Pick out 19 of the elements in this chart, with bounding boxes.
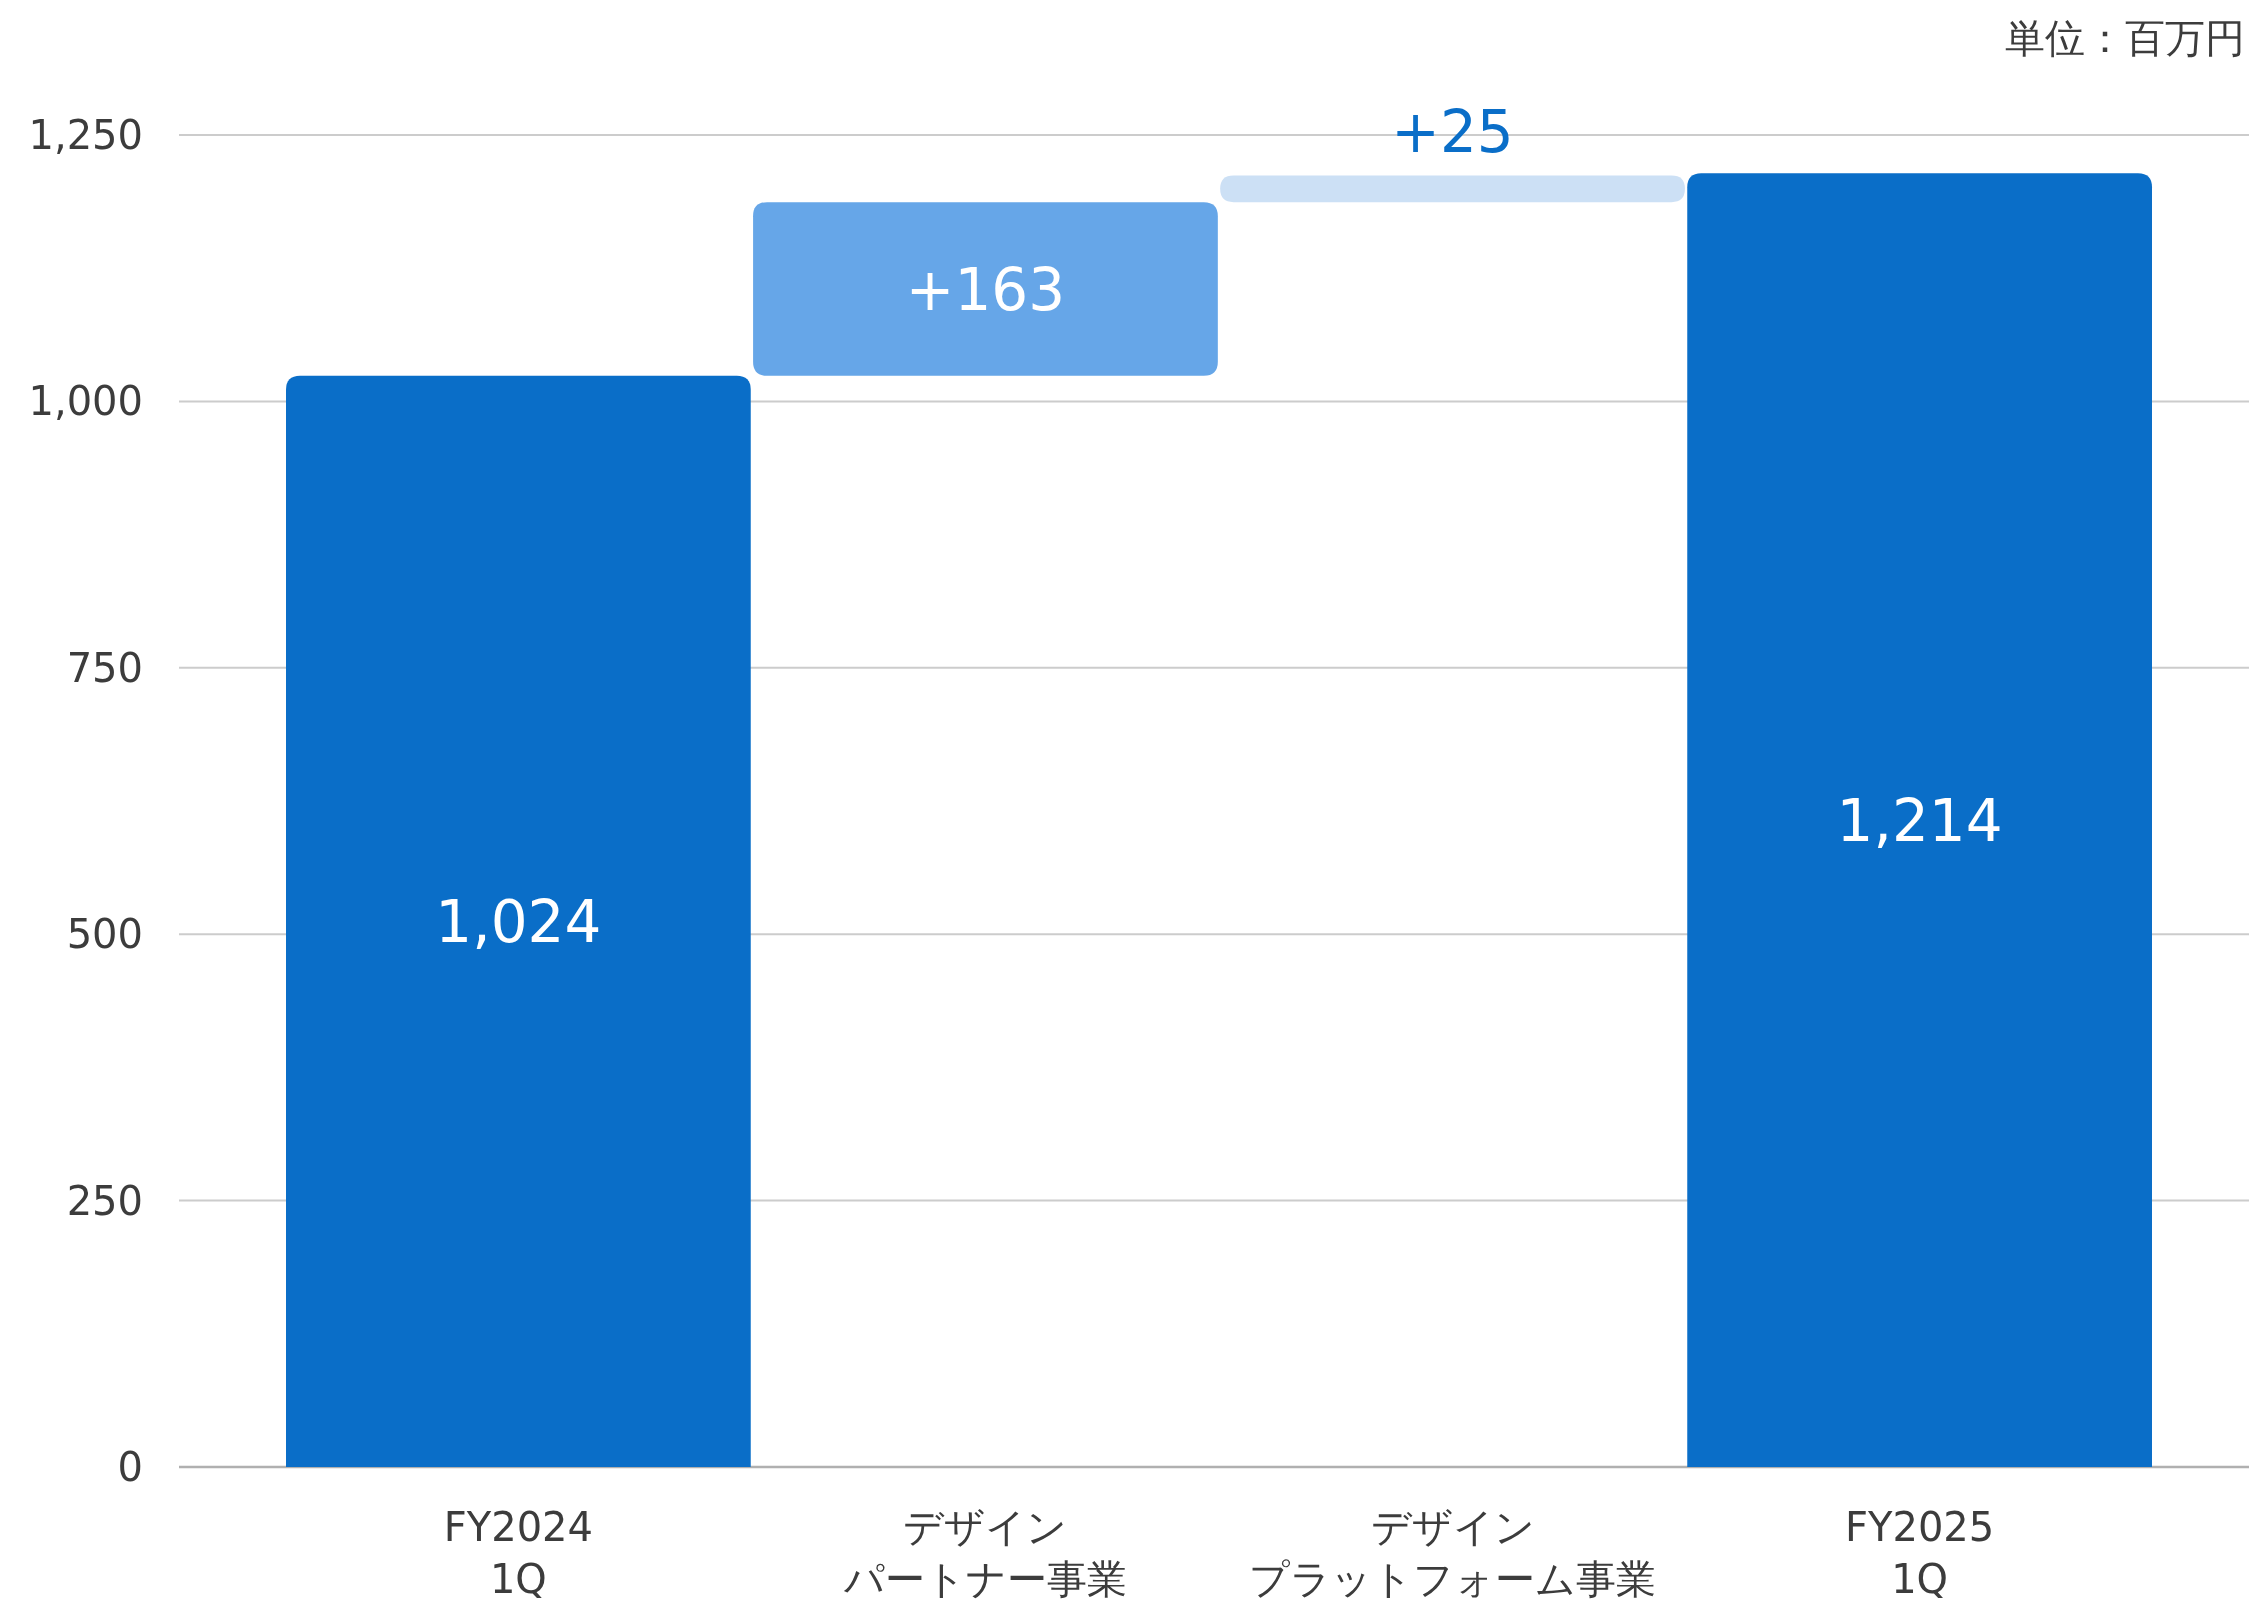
data-label: +163 [905, 255, 1066, 324]
data-label: 1,214 [1836, 787, 2003, 856]
y-tick-label: 500 [66, 911, 143, 958]
y-tick-label: 1,000 [28, 378, 143, 425]
x-tick-label: FY2024 1Q [443, 1504, 593, 1602]
x-tick-label: デザインパートナー事業 [842, 1504, 1127, 1602]
data-label: 1,024 [435, 888, 602, 957]
x-tick-label: デザインプラットフォーム事業 [1249, 1504, 1657, 1602]
x-tick-label: FY2025 1Q [1845, 1504, 1995, 1602]
bar [1220, 175, 1685, 203]
y-tick-label: 0 [117, 1444, 143, 1490]
y-tick-label: 750 [66, 644, 143, 691]
bar [1687, 173, 2152, 1467]
bar [753, 202, 1218, 376]
bar [286, 375, 751, 1467]
data-label: +25 [1391, 98, 1514, 167]
text: 単位：百万円 [2005, 15, 2245, 61]
y-tick-label: 1,250 [28, 112, 143, 158]
y-tick-label: 250 [66, 1177, 143, 1224]
